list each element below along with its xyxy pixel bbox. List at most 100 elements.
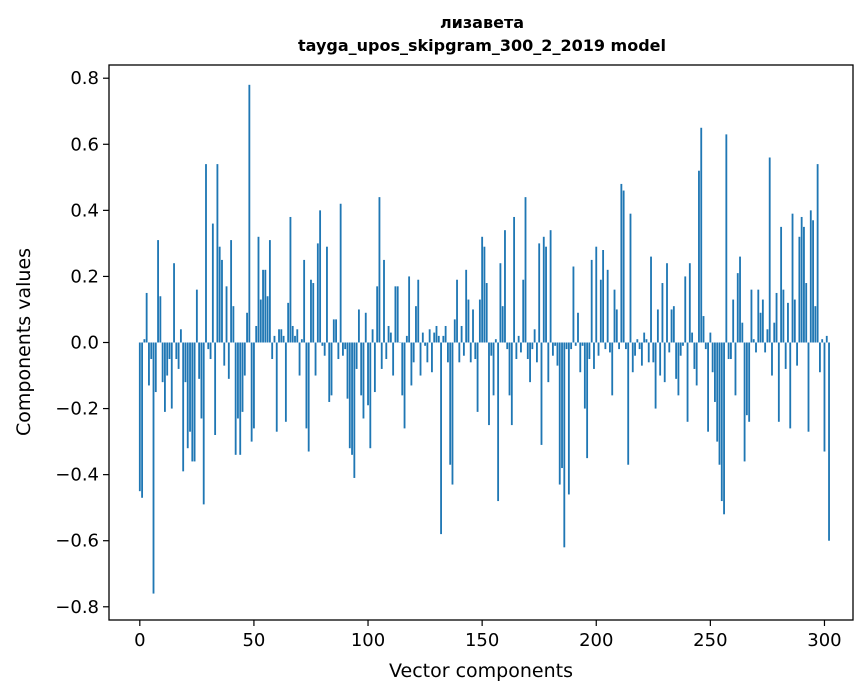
bar-197 xyxy=(588,342,591,360)
bar-109 xyxy=(387,325,390,343)
bar-276 xyxy=(768,157,771,343)
bar-199 xyxy=(593,342,595,369)
bar-208 xyxy=(613,289,616,343)
bar-126 xyxy=(426,342,429,363)
bar-40 xyxy=(230,240,233,343)
bar-132 xyxy=(440,342,442,535)
bar-121 xyxy=(415,306,417,343)
bar-21 xyxy=(186,342,189,449)
bar-252 xyxy=(714,342,716,402)
chart-title: лизавета xyxy=(440,13,524,32)
bar-258 xyxy=(727,342,730,360)
bar-101 xyxy=(369,342,372,449)
bar-222 xyxy=(645,339,648,343)
bar-67 xyxy=(291,325,294,343)
bar-51 xyxy=(255,325,258,343)
bar-296 xyxy=(814,306,817,343)
bar-154 xyxy=(490,342,493,356)
bar-38 xyxy=(225,286,228,343)
bar-22 xyxy=(189,342,191,432)
bar-136 xyxy=(449,342,452,465)
y-tick-label: −0.4 xyxy=(55,465,99,486)
bar-27 xyxy=(200,342,203,419)
bar-291 xyxy=(803,226,805,343)
y-axis-ticks: −0.8 −0.6 −0.4 −0.2 0.0 0.2 0.4 0.6 0.8 xyxy=(55,68,109,618)
bar-28 xyxy=(202,342,205,505)
bar-174 xyxy=(536,342,538,363)
bar-204 xyxy=(604,342,607,350)
bar-259 xyxy=(729,342,732,360)
bar-210 xyxy=(618,342,620,350)
bar-36 xyxy=(221,259,223,343)
plot-frame xyxy=(108,64,854,621)
bar-77 xyxy=(314,342,317,376)
bar-85 xyxy=(332,319,335,343)
bar-32 xyxy=(211,223,214,343)
bar-134 xyxy=(444,325,447,343)
bar-240 xyxy=(686,342,689,422)
bar-223 xyxy=(647,342,650,363)
bar-90 xyxy=(344,342,347,350)
bar-39 xyxy=(227,342,230,379)
bar-127 xyxy=(428,329,431,343)
bar-18 xyxy=(179,329,182,343)
bar-263 xyxy=(739,256,741,343)
bar-150 xyxy=(481,236,484,343)
bar-87 xyxy=(337,342,340,360)
bar-300 xyxy=(823,342,826,452)
bar-239 xyxy=(684,276,687,343)
bar-234 xyxy=(672,306,675,343)
bar-173 xyxy=(533,329,536,343)
bar-88 xyxy=(339,203,342,343)
bar-147 xyxy=(474,342,477,360)
bar-20 xyxy=(184,342,187,383)
bar-9 xyxy=(159,296,162,343)
bar-261 xyxy=(734,342,737,396)
bar-16 xyxy=(175,342,178,360)
bar-246 xyxy=(700,127,703,343)
bar-298 xyxy=(819,342,821,373)
bar-236 xyxy=(677,342,680,396)
bar-175 xyxy=(538,243,541,343)
bar-287 xyxy=(793,299,796,343)
bar-116 xyxy=(403,342,406,429)
bar-193 xyxy=(579,342,582,373)
bar-110 xyxy=(389,332,392,343)
bar-92 xyxy=(348,342,351,449)
bar-228 xyxy=(659,342,662,376)
bar-216 xyxy=(631,342,634,373)
bar-130 xyxy=(435,325,438,343)
bar-169 xyxy=(524,197,527,343)
bar-83 xyxy=(328,342,331,402)
bar-302 xyxy=(828,342,830,541)
bar-54 xyxy=(262,269,264,343)
bar-205 xyxy=(606,269,609,343)
bar-260 xyxy=(732,299,735,343)
bar-151 xyxy=(483,246,486,343)
bar-255 xyxy=(720,342,723,502)
bar-183 xyxy=(556,342,559,366)
bar-73 xyxy=(305,342,308,429)
bar-280 xyxy=(777,342,780,422)
bar-143 xyxy=(465,269,468,343)
x-axis-label: Vector components xyxy=(389,660,573,682)
bar-70 xyxy=(298,342,301,376)
bar-231 xyxy=(666,263,668,343)
bar-14 xyxy=(170,342,173,409)
y-tick-label: −0.2 xyxy=(55,399,99,420)
bar-289 xyxy=(798,236,801,343)
bar-301 xyxy=(825,335,828,343)
bar-84 xyxy=(330,342,333,396)
y-tick-label: 0.4 xyxy=(70,200,99,221)
bar-253 xyxy=(716,342,719,442)
x-tick-label: 200 xyxy=(579,630,613,651)
bar-219 xyxy=(638,342,641,350)
bar-105 xyxy=(378,197,381,343)
bar-244 xyxy=(695,342,698,386)
bar-180 xyxy=(549,230,552,343)
bar-221 xyxy=(643,332,646,343)
bar-185 xyxy=(561,342,563,469)
bar-146 xyxy=(472,309,474,343)
